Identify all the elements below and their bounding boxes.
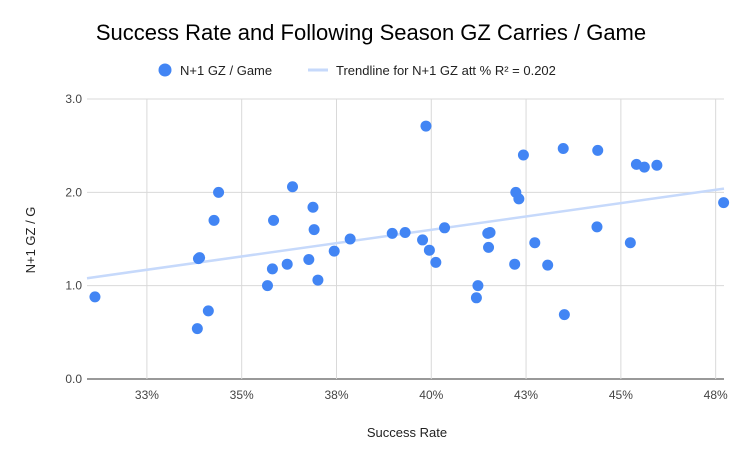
data-point [483, 241, 495, 253]
data-point [307, 201, 319, 213]
data-point [557, 142, 569, 154]
data-point [202, 305, 214, 317]
data-point [509, 258, 521, 270]
data-point [287, 181, 299, 193]
x-tick-label: 40% [419, 388, 443, 402]
data-points [89, 120, 730, 335]
y-axis-ticks: 0.0 1.0 2.0 3.0 [65, 92, 82, 386]
data-point [281, 258, 293, 270]
x-axis-title: Success Rate [367, 425, 447, 440]
data-point [718, 197, 730, 209]
y-tick-label: 1.0 [65, 279, 82, 293]
x-axis-ticks: 33% 35% 38% 40% 43% 45% 48% [135, 388, 728, 402]
data-point [484, 226, 496, 238]
data-point [470, 292, 482, 304]
data-point [399, 226, 411, 238]
x-tick-label: 48% [704, 388, 728, 402]
data-point [213, 186, 225, 198]
gridlines [87, 98, 724, 380]
data-point [591, 221, 603, 233]
x-tick-label: 38% [324, 388, 348, 402]
data-point [420, 120, 432, 132]
data-point [472, 280, 484, 292]
data-point [638, 161, 650, 173]
data-point [386, 227, 398, 239]
data-point [344, 233, 356, 245]
chart-title: Success Rate and Following Season GZ Car… [96, 20, 646, 45]
data-point [439, 222, 451, 234]
x-tick-label: 33% [135, 388, 159, 402]
data-point [517, 149, 529, 161]
data-point [89, 291, 101, 303]
data-point [208, 214, 220, 226]
x-tick-label: 45% [609, 388, 633, 402]
data-point [261, 280, 273, 292]
data-point [312, 274, 324, 286]
legend: N+1 GZ / Game Trendline for N+1 GZ att %… [158, 63, 556, 78]
data-point [513, 193, 525, 205]
y-tick-label: 2.0 [65, 185, 82, 199]
data-point [624, 237, 636, 249]
data-point [303, 254, 315, 266]
data-point [430, 256, 442, 268]
data-point [592, 144, 604, 156]
data-point [542, 259, 554, 271]
data-point [423, 244, 435, 256]
data-point [268, 214, 280, 226]
data-point [266, 263, 278, 275]
legend-marker-scatter [158, 63, 172, 77]
data-point [308, 224, 320, 236]
y-tick-label: 0.0 [65, 372, 82, 386]
y-tick-label: 3.0 [65, 92, 82, 106]
x-tick-label: 35% [230, 388, 254, 402]
x-tick-label: 43% [514, 388, 538, 402]
data-point [651, 159, 663, 171]
y-axis-title: N+1 GZ / G [23, 207, 38, 274]
data-point [194, 252, 206, 264]
data-point [529, 237, 541, 249]
data-point [328, 245, 340, 257]
data-point [558, 309, 570, 321]
legend-label-scatter: N+1 GZ / Game [180, 63, 272, 78]
data-point [191, 323, 203, 335]
legend-label-trendline: Trendline for N+1 GZ att % R² = 0.202 [336, 63, 556, 78]
data-point [417, 234, 429, 246]
